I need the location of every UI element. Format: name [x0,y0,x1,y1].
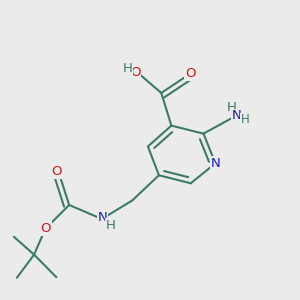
Text: N: N [231,109,241,122]
Text: H: H [106,219,116,232]
Text: O: O [41,222,51,235]
Text: H: H [227,101,237,114]
Text: H: H [241,113,250,126]
Text: H: H [123,62,133,75]
Text: N: N [211,157,220,170]
Text: N: N [98,211,107,224]
Text: O: O [130,66,140,79]
Text: O: O [185,67,196,80]
Text: O: O [51,166,62,178]
